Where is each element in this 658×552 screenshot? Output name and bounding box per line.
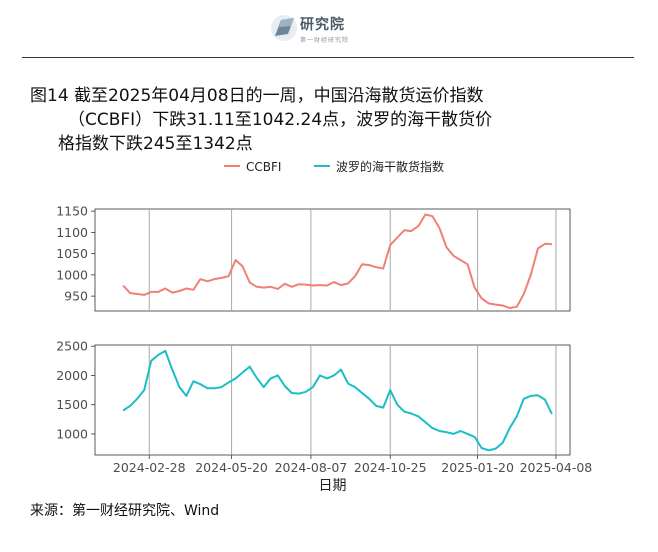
x-axis-title: 日期 <box>319 478 347 494</box>
y-tick-label-2-1: 1500 <box>56 397 88 412</box>
y-tick-label-1-4: 1150 <box>56 204 88 219</box>
y-tick-label-1-0: 950 <box>64 289 88 304</box>
logo-icon <box>271 15 297 41</box>
header-divider <box>22 57 634 58</box>
x-tick-label-0: 2024-02-28 <box>113 460 186 475</box>
figure-title-line1: 图14 截至2025年04月08日的一周，中国沿海散货运价指数 <box>30 86 484 106</box>
x-tick-label-5: 2025-04-08 <box>520 460 593 475</box>
logo-subtitle: 第一财经研究院 <box>300 37 350 44</box>
series-line-bdi <box>122 349 553 452</box>
panel-frame-1 <box>94 208 571 312</box>
legend-label-ccbfi: CCBFI <box>246 160 281 174</box>
x-tick-label-3: 2024-10-25 <box>354 460 427 475</box>
y-tick-label-2-3: 2500 <box>56 339 88 354</box>
y-tick-label-1-2: 1050 <box>56 246 88 261</box>
figure-title: 图14 截至2025年04月08日的一周，中国沿海散货运价指数 （CCBFI）下… <box>30 84 630 156</box>
y-tick-label-1-3: 1100 <box>56 225 88 240</box>
logo-title: 研究院 <box>300 17 345 33</box>
y-tick-label-2-0: 1000 <box>56 426 88 441</box>
y-tick-label-2-2: 2000 <box>56 368 88 383</box>
y-tick-label-1-1: 1000 <box>56 267 88 282</box>
x-tick-label-4: 2025-01-20 <box>441 460 514 475</box>
figure-title-line2: （CCBFI）下跌31.11至1042.24点，波罗的海干散货价 <box>68 110 493 130</box>
brand-logo: 研究院 第一财经研究院 <box>270 10 390 46</box>
source-note: 来源：第一财经研究院、Wind <box>30 503 220 519</box>
figure-title-line3: 格指数下跌245至1342点 <box>58 134 253 154</box>
x-tick-label-2: 2024-08-07 <box>275 460 348 475</box>
x-tick-label-1: 2024-05-20 <box>195 460 268 475</box>
series-line-ccbfi <box>122 213 552 309</box>
legend-label-bdi: 波罗的海干散货指数 <box>336 159 444 174</box>
panel-frame-2 <box>94 344 571 456</box>
